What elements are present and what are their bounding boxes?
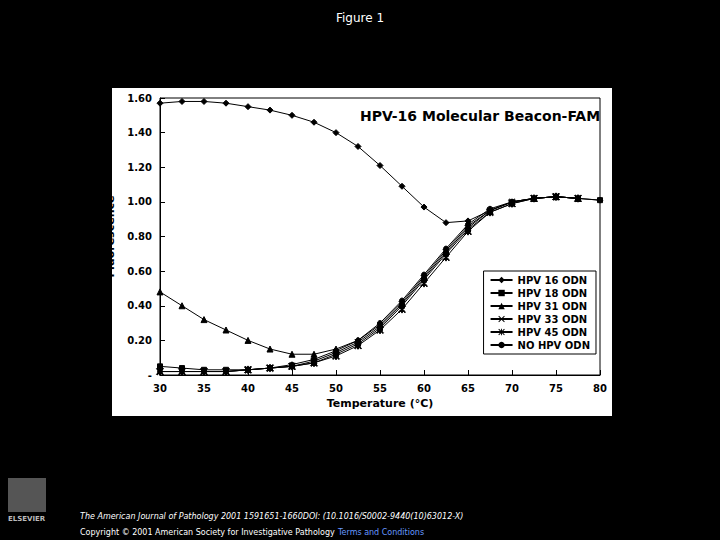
svg-text:Copyright © 2001 American Soci: Copyright © 2001 American Society for In… bbox=[80, 528, 335, 537]
svg-text:The American Journal of Pathol: The American Journal of Pathology 2001 1… bbox=[80, 512, 463, 521]
svg-text:HPV 18 ODN: HPV 18 ODN bbox=[518, 288, 588, 299]
svg-text:40: 40 bbox=[241, 383, 255, 394]
svg-text:ELSEVIER: ELSEVIER bbox=[8, 515, 46, 523]
svg-text:75: 75 bbox=[549, 383, 563, 394]
svg-text:HPV 16 ODN: HPV 16 ODN bbox=[518, 275, 588, 286]
svg-text:1.20: 1.20 bbox=[127, 162, 152, 173]
svg-text:HPV 33 ODN: HPV 33 ODN bbox=[518, 314, 588, 325]
svg-text:60: 60 bbox=[417, 383, 431, 394]
svg-text:-: - bbox=[148, 370, 152, 381]
svg-text:0.40: 0.40 bbox=[127, 300, 152, 311]
svg-text:0.80: 0.80 bbox=[127, 231, 152, 242]
svg-text:50: 50 bbox=[329, 383, 343, 394]
svg-text:Terms and Conditions: Terms and Conditions bbox=[337, 528, 424, 537]
svg-text:Temperature (°C): Temperature (°C) bbox=[327, 397, 434, 410]
svg-text:45: 45 bbox=[285, 383, 299, 394]
svg-text:70: 70 bbox=[505, 383, 519, 394]
svg-text:HPV-16 Molecular Beacon-FAM: HPV-16 Molecular Beacon-FAM bbox=[360, 108, 600, 124]
svg-text:55: 55 bbox=[373, 383, 387, 394]
svg-text:Fluorescence: Fluorescence bbox=[104, 196, 117, 278]
svg-text:1.00: 1.00 bbox=[127, 196, 152, 207]
svg-text:0.60: 0.60 bbox=[127, 266, 152, 277]
svg-text:1.60: 1.60 bbox=[127, 93, 152, 104]
svg-text:65: 65 bbox=[461, 383, 475, 394]
svg-text:Figure 1: Figure 1 bbox=[336, 11, 384, 25]
svg-text:0.20: 0.20 bbox=[127, 335, 152, 346]
svg-text:1.40: 1.40 bbox=[127, 127, 152, 138]
svg-text:HPV 45 ODN: HPV 45 ODN bbox=[518, 327, 588, 338]
svg-text:35: 35 bbox=[197, 383, 211, 394]
svg-text:HPV 31 ODN: HPV 31 ODN bbox=[518, 301, 588, 312]
svg-text:NO HPV ODN: NO HPV ODN bbox=[518, 340, 590, 351]
svg-text:80: 80 bbox=[593, 383, 607, 394]
svg-text:30: 30 bbox=[153, 383, 167, 394]
